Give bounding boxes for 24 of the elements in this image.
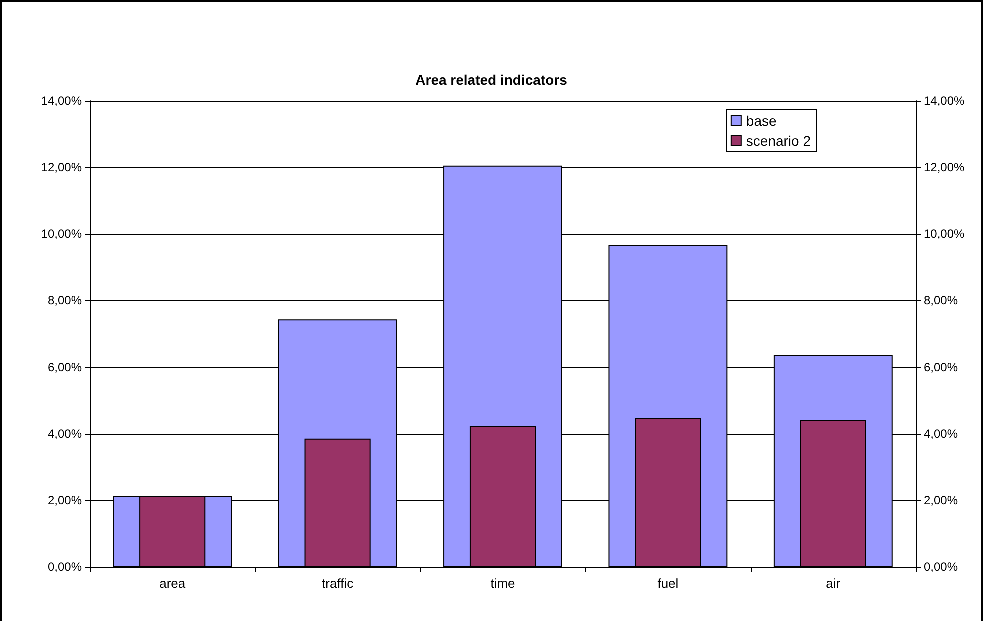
y2-tick-label: 4,00% bbox=[924, 426, 958, 441]
y2-tick-label: 12,00% bbox=[924, 160, 966, 175]
y-tick-label: 14,00% bbox=[41, 94, 82, 108]
y-tick-label: 12,00% bbox=[41, 160, 82, 175]
x-tick-label: area bbox=[160, 576, 186, 591]
y2-tick-label: 8,00% bbox=[924, 294, 958, 308]
legend-label: scenario 2 bbox=[746, 133, 812, 149]
x-tick-label: fuel bbox=[658, 576, 679, 591]
legend-label: base bbox=[746, 113, 777, 129]
chart-title: Area related indicators bbox=[416, 72, 568, 88]
x-tick-label: air bbox=[826, 576, 842, 591]
y-tick-label: 6,00% bbox=[48, 360, 82, 374]
y2-tick-label: 6,00% bbox=[924, 360, 958, 374]
y2-tick-label: 14,00% bbox=[924, 94, 966, 108]
y-tick-label: 0,00% bbox=[48, 560, 82, 574]
y-tick-label: 8,00% bbox=[48, 294, 82, 308]
y-tick-label: 2,00% bbox=[48, 493, 82, 508]
y2-tick-label: 0,00% bbox=[924, 560, 958, 574]
x-tick-label: traffic bbox=[322, 576, 354, 591]
y-tick-label: 4,00% bbox=[48, 426, 82, 441]
y-tick-label: 10,00% bbox=[41, 227, 82, 242]
x-tick-label: time bbox=[490, 576, 516, 591]
y2-tick-label: 10,00% bbox=[924, 227, 966, 242]
y2-tick-label: 2,00% bbox=[924, 493, 958, 508]
